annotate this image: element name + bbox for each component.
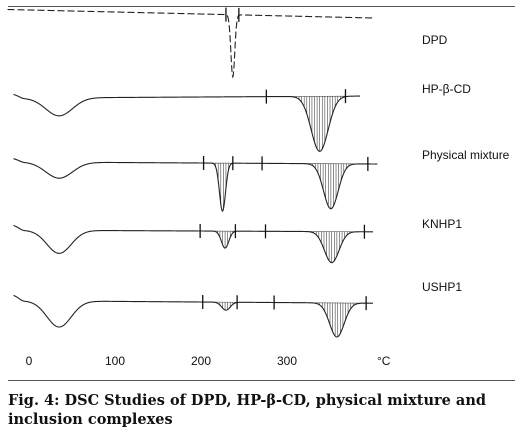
hatched-area-knhp1 [200,230,365,263]
bottom-frame-line [8,380,515,381]
top-frame-line [8,6,515,7]
thermogram-curve-dpd [7,8,374,79]
thermogram-curve-physical-mixture [13,158,378,212]
x-tick-label-100: 100 [105,354,125,368]
dsc-chart: DPD HP-β-CD Physical mixture KNHP1 USHP1 °C … [7,7,510,368]
figure-caption: Fig. 4: DSC Studies of DPD, HP-β-CD, phy… [8,392,486,428]
series-label-dpd: DPD [422,33,448,47]
hatched-area-hp-beta-cd [266,95,346,152]
series-labels: DPD HP-β-CD Physical mixture KNHP1 USHP1 [422,33,510,294]
thermogram-curve-hp-beta-cd [13,93,361,152]
thermogram-curve-knhp1 [13,224,373,264]
series-label-physical-mixture: Physical mixture [422,148,510,162]
x-tick-label-200: 200 [191,354,211,368]
x-axis-unit-label: °C [377,354,391,368]
thermogram-curves [7,7,378,338]
series-label-knhp1: KNHP1 [422,217,462,231]
series-label-hp-beta-cd: HP-β-CD [422,82,471,96]
thermogram-curve-ushp1 [13,294,373,338]
x-tick-label-300: 300 [277,354,297,368]
series-label-ushp1: USHP1 [422,280,462,294]
x-tick-label-0: 0 [26,354,33,368]
x-axis: °C 0 100 200 300 [26,354,391,368]
